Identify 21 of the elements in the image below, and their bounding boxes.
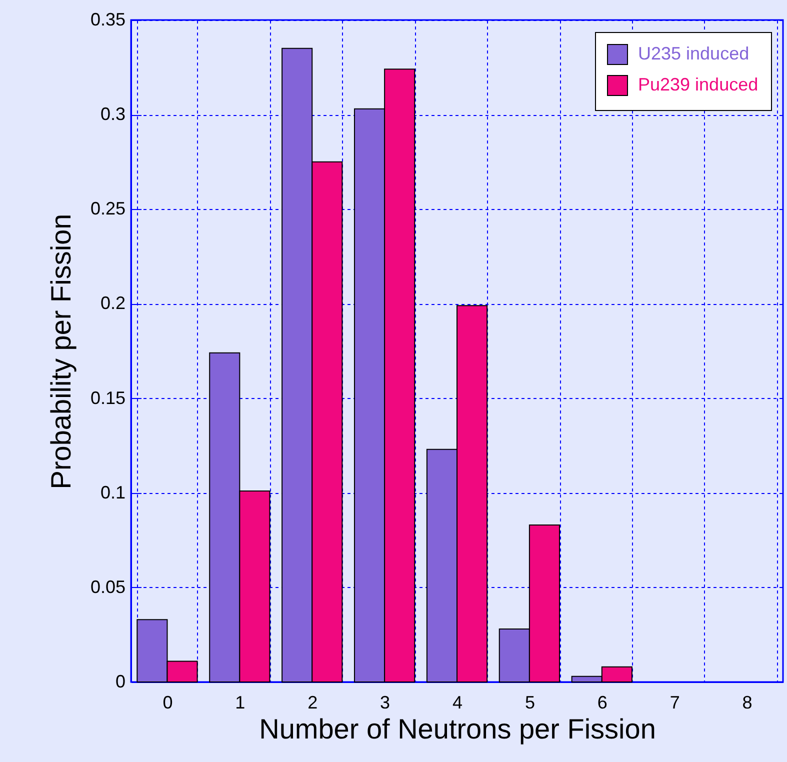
y-tick-label: 0.25 [90,198,126,219]
x-tick-label: 5 [524,692,535,712]
x-tick-label: 4 [452,692,463,712]
y-tick-label: 0.35 [90,10,126,30]
x-tick-label: 2 [308,692,318,712]
x-tick-label: 7 [670,692,680,712]
x-tick-label: 0 [162,692,173,712]
x-tick-label: 6 [597,692,608,712]
y-tick-label: 0.2 [100,293,126,314]
y-axis-title: Probability per Fission [45,214,76,490]
x-axis-title: Number of Neutrons per Fission [259,714,656,744]
legend-label: U235 induced [638,44,750,64]
x-tick-label: 3 [380,692,390,712]
y-tick-label: 0.3 [100,104,126,124]
x-tick-label: 8 [742,692,752,712]
y-tick-label: 0.05 [90,576,126,597]
y-tick-label: 0.15 [90,388,126,408]
x-tick-label: 1 [235,692,246,712]
y-tick-label: 0 [115,672,126,692]
legend-label: Pu239 induced [638,74,758,94]
y-tick-label: 0.1 [100,482,126,502]
